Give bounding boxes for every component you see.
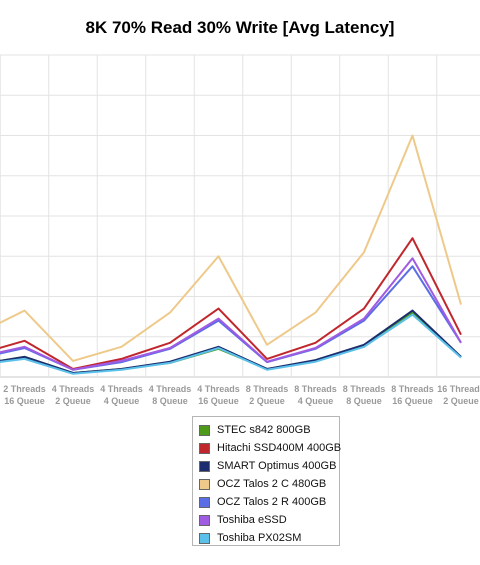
legend-label: Toshiba eSSD xyxy=(217,514,287,526)
chart-title: 8K 70% Read 30% Write [Avg Latency] xyxy=(85,18,395,37)
x-tick-label: 2 Threads 16 Queue xyxy=(3,384,46,406)
legend-label: Toshiba PX02SM xyxy=(217,532,302,544)
x-tick-label: 4 Threads 8 Queue xyxy=(149,384,192,406)
legend-item: OCZ Talos 2 R 400GB xyxy=(199,493,339,511)
legend-item: OCZ Talos 2 C 480GB xyxy=(199,475,339,493)
legend: STEC s842 800GB Hitachi SSD400M 400GB SMAR… xyxy=(192,416,342,547)
legend-item: Toshiba PX02SM xyxy=(199,529,339,547)
gridlines xyxy=(0,54,480,378)
x-tick-label: 8 Threads 8 Queue xyxy=(343,384,386,406)
x-tick-label: 4 Threads 16 Queue xyxy=(197,384,240,406)
legend-item: Hitachi SSD400M 400GB xyxy=(199,439,342,457)
legend-label: Hitachi SSD400M 400GB xyxy=(217,442,342,454)
x-tick-label: 8 Threads 2 Queue xyxy=(246,384,289,406)
legend-swatch xyxy=(199,514,210,526)
x-tick-label: 4 Threads 4 Queue xyxy=(100,384,143,406)
legend-label: SMART Optimus 400GB xyxy=(217,460,337,472)
legend-label: OCZ Talos 2 R 400GB xyxy=(217,496,327,508)
legend-item: STEC s842 800GB xyxy=(199,421,339,439)
legend-item: SMART Optimus 400GB xyxy=(199,457,339,475)
legend-swatch xyxy=(199,424,210,436)
x-tick-label: 4 Threads 2 Queue xyxy=(52,384,95,406)
legend-label: OCZ Talos 2 C 480GB xyxy=(217,478,327,490)
legend-swatch xyxy=(199,442,210,454)
series-line xyxy=(0,313,462,375)
series-line xyxy=(0,309,462,374)
legend-swatch xyxy=(199,460,210,472)
x-tick-label: 8 Threads 4 Queue xyxy=(294,384,337,406)
series-lines xyxy=(0,134,462,375)
legend-swatch xyxy=(199,478,210,490)
legend-item: Toshiba eSSD xyxy=(199,511,339,529)
legend-swatch xyxy=(199,496,210,508)
series-line xyxy=(0,257,462,371)
legend-label: STEC s842 800GB xyxy=(217,424,311,436)
series-line xyxy=(0,237,462,370)
series-line xyxy=(0,134,462,362)
legend-swatch xyxy=(199,532,210,544)
x-tick-label: 8 Threads 16 Queue xyxy=(391,384,434,406)
